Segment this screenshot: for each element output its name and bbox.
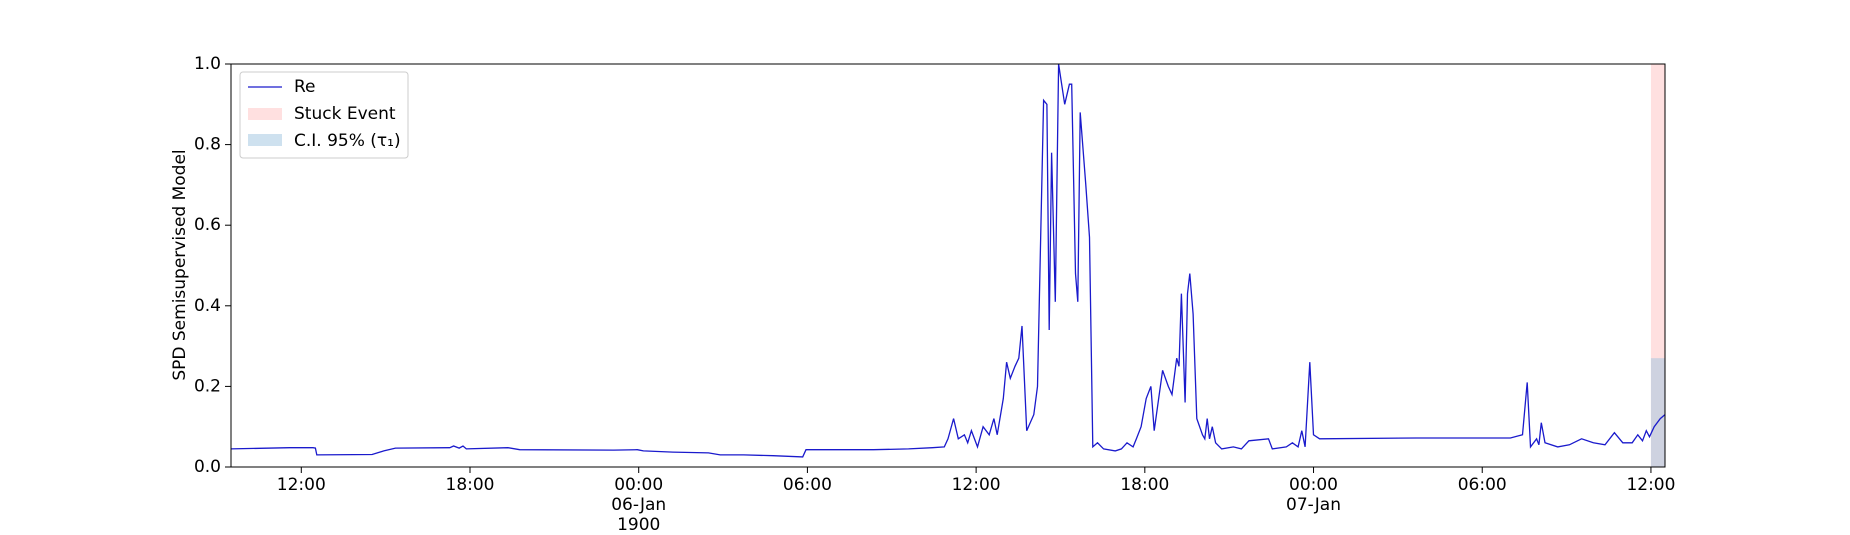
- y-tick-label: 0.6: [194, 215, 221, 235]
- x-tick-label: 18:00: [1120, 475, 1170, 495]
- y-tick-label: 0.8: [194, 135, 221, 155]
- line-series: [230, 63, 1666, 458]
- x-tick-label: 18:00: [445, 475, 495, 495]
- y-tick-label: 0.4: [194, 296, 221, 316]
- plot-frame: [230, 63, 1666, 468]
- x-tick-label: 12:00: [951, 475, 1001, 495]
- legend-label: C.I. 95% (τ₁): [294, 131, 401, 151]
- legend-label: Re: [294, 77, 316, 97]
- y-tick-label: 0.2: [194, 376, 221, 396]
- x-tick-label: 00:00 06-Jan 1900: [611, 475, 667, 535]
- x-tick-label: 12:00: [276, 475, 326, 495]
- ci-band: [1650, 358, 1665, 467]
- x-tick-label: 06:00: [1457, 475, 1507, 495]
- x-tick-label: 06:00: [782, 475, 832, 495]
- x-tick-label: 12:00: [1626, 475, 1676, 495]
- y-tick-label: 1.0: [194, 54, 221, 74]
- legend-swatch: [248, 134, 282, 146]
- y-axis-label: SPD Semisupervised Model: [170, 149, 190, 380]
- legend-swatch: [248, 108, 282, 120]
- y-tick-label: 0.0: [194, 457, 221, 477]
- x-tick-label: 00:00 07-Jan: [1286, 475, 1341, 515]
- legend-label: Stuck Event: [294, 104, 396, 124]
